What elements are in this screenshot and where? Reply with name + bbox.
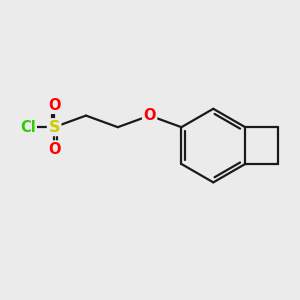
Text: O: O [143, 108, 156, 123]
Text: O: O [48, 142, 60, 157]
Text: S: S [48, 120, 60, 135]
Text: O: O [48, 98, 60, 112]
Text: Cl: Cl [20, 120, 35, 135]
